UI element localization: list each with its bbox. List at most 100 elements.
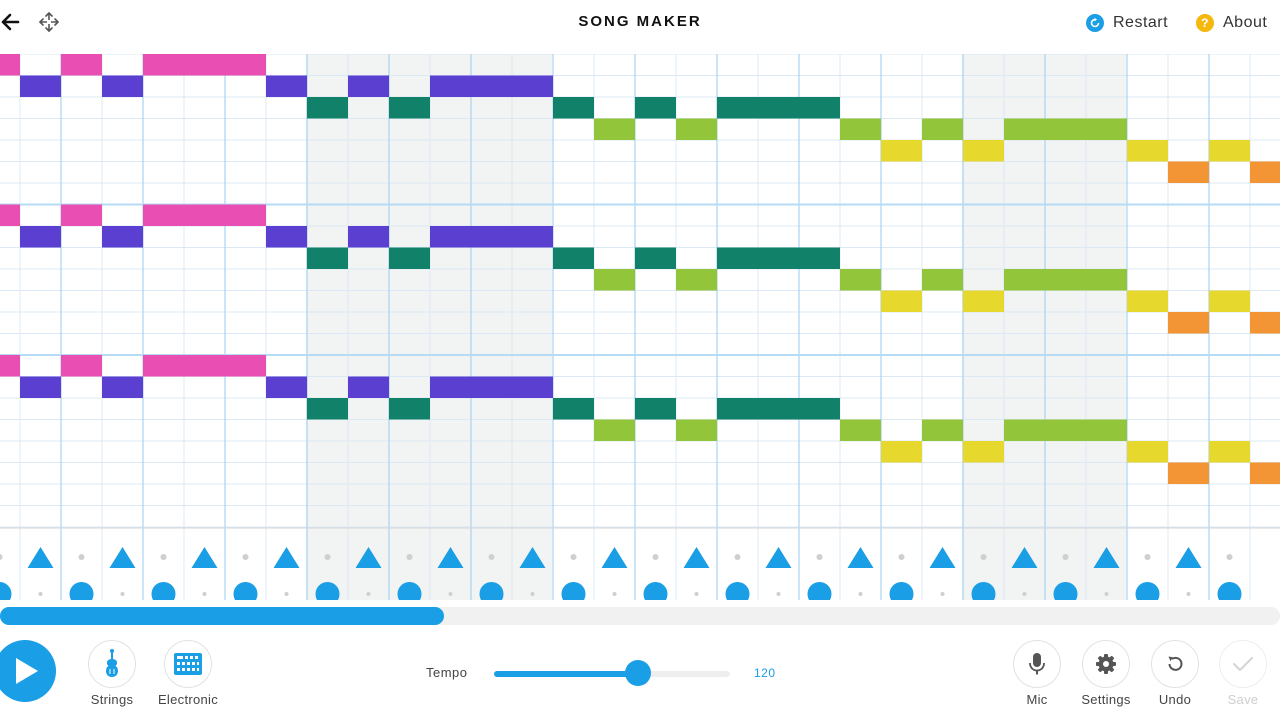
note-block — [799, 398, 840, 420]
undo-button[interactable] — [1151, 640, 1199, 688]
note-block — [1168, 312, 1209, 334]
note-block — [1045, 269, 1086, 291]
note-block — [635, 398, 676, 420]
restart-icon — [1086, 14, 1104, 32]
mic-button[interactable] — [1013, 640, 1061, 688]
percussion-empty-dot — [1062, 554, 1069, 560]
note-block — [0, 204, 20, 226]
restart-button[interactable]: Restart — [1086, 12, 1168, 34]
note-block — [61, 204, 102, 226]
percussion-button[interactable] — [164, 640, 212, 688]
play-button[interactable] — [0, 640, 56, 702]
violin-icon — [105, 649, 119, 677]
note-block — [20, 75, 61, 97]
note-block — [266, 75, 307, 97]
note-block — [512, 226, 553, 248]
percussion-triangle — [601, 547, 628, 568]
percussion-circle — [233, 582, 258, 600]
note-block — [635, 247, 676, 269]
note-block — [1127, 441, 1168, 463]
note-block — [266, 226, 307, 248]
move-button[interactable] — [36, 8, 62, 36]
note-block — [184, 355, 225, 377]
percussion-empty-dot — [202, 592, 207, 596]
percussion-empty-dot — [980, 554, 987, 560]
note-block — [348, 376, 389, 398]
percussion-triangle — [683, 547, 710, 568]
note-grid[interactable] — [0, 54, 1280, 600]
percussion-triangle — [1011, 547, 1038, 568]
percussion-empty-dot — [160, 554, 167, 560]
note-block — [1086, 269, 1127, 291]
note-block — [225, 54, 266, 76]
note-block — [922, 118, 963, 140]
percussion-empty-dot — [734, 554, 741, 560]
instrument-button[interactable] — [88, 640, 136, 688]
note-block — [717, 247, 758, 269]
percussion-circle — [69, 582, 94, 600]
note-block — [184, 54, 225, 76]
note-block — [1004, 269, 1045, 291]
note-block — [1209, 140, 1250, 162]
percussion-triangle — [273, 547, 300, 568]
note-block — [553, 398, 594, 420]
note-block — [471, 376, 512, 398]
note-block — [1250, 462, 1280, 484]
percussion-empty-dot — [120, 592, 125, 596]
percussion-triangle — [109, 547, 136, 568]
note-block — [348, 75, 389, 97]
undo-label: Undo — [1158, 692, 1192, 707]
percussion-empty-dot — [652, 554, 659, 560]
note-block — [307, 398, 348, 420]
percussion-empty-dot — [242, 554, 249, 560]
note-block — [1127, 290, 1168, 312]
percussion-circle — [397, 582, 422, 600]
percussion-triangle — [27, 547, 54, 568]
checkmark-icon — [1232, 656, 1254, 672]
settings-button[interactable] — [1082, 640, 1130, 688]
percussion-empty-dot — [570, 554, 577, 560]
playback-progress-bar[interactable] — [0, 607, 1280, 625]
note-block — [1168, 161, 1209, 183]
note-block — [102, 226, 143, 248]
percussion-circle — [0, 582, 12, 600]
percussion-empty-dot — [898, 554, 905, 560]
percussion-triangle — [1093, 547, 1120, 568]
note-block — [1168, 462, 1209, 484]
note-block — [430, 75, 471, 97]
arrow-left-icon — [1, 13, 20, 31]
percussion-circle — [561, 582, 586, 600]
about-button[interactable]: ? About — [1196, 12, 1267, 34]
note-block — [1250, 312, 1280, 334]
percussion-empty-dot — [284, 592, 289, 596]
save-button[interactable] — [1219, 640, 1267, 688]
percussion-circle — [725, 582, 750, 600]
note-block — [717, 398, 758, 420]
note-block — [840, 269, 881, 291]
note-block — [1086, 419, 1127, 441]
note-block — [840, 118, 881, 140]
note-block — [1250, 161, 1280, 183]
tempo-value: 120 — [754, 666, 776, 680]
tempo-slider[interactable] — [494, 671, 730, 677]
bottom-toolbar: Strings Electronic Tempo 120 Mic — [0, 626, 1280, 717]
percussion-circle — [1135, 582, 1160, 600]
percussion-empty-dot — [858, 592, 863, 596]
percussion-circle — [971, 582, 996, 600]
note-block — [184, 204, 225, 226]
percussion-circle — [643, 582, 668, 600]
note-block — [389, 398, 430, 420]
back-button[interactable] — [0, 8, 24, 36]
note-block — [717, 97, 758, 119]
note-block — [307, 97, 348, 119]
percussion-triangle — [191, 547, 218, 568]
percussion-empty-dot — [406, 554, 413, 560]
percussion-triangle — [765, 547, 792, 568]
tempo-slider-handle[interactable] — [624, 660, 651, 686]
note-block — [266, 376, 307, 398]
percussion-empty-dot — [1186, 592, 1191, 596]
percussion-empty-dot — [530, 592, 535, 596]
note-block — [799, 247, 840, 269]
note-block — [430, 226, 471, 248]
percussion-circle — [151, 582, 176, 600]
